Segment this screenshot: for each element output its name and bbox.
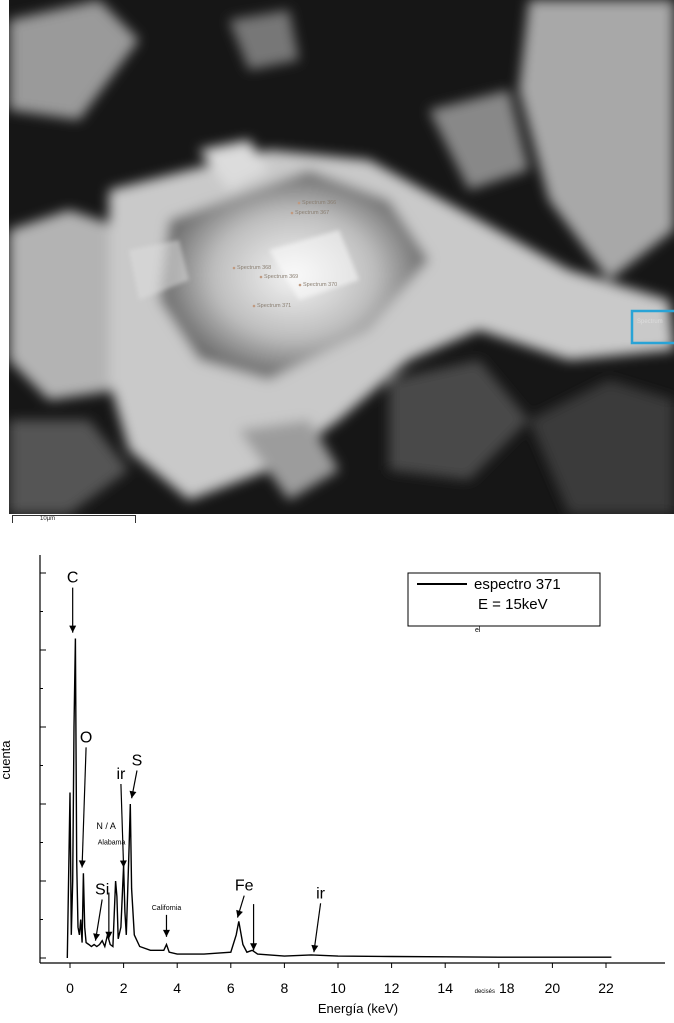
peak-arrowhead xyxy=(119,860,127,868)
peak-arrowhead xyxy=(105,931,113,939)
x-tick-label: 20 xyxy=(545,980,561,996)
peak-arrow xyxy=(120,783,125,868)
scale-bar xyxy=(12,515,136,523)
legend-entry-energy: E = 15keV xyxy=(478,596,548,613)
selected-spectrum-box xyxy=(630,309,674,345)
spectrum-label-366: Spectrum 366 xyxy=(302,200,336,206)
spectrum-line xyxy=(66,638,612,959)
y-ticks xyxy=(40,572,46,959)
peak-arrowhead xyxy=(236,909,243,918)
x-tick-label: 10 xyxy=(330,980,346,996)
peak-arrow xyxy=(313,903,322,953)
spectrum-label-367: Spectrum 367 xyxy=(295,210,329,216)
scale-bar-label: 10µm xyxy=(40,516,56,522)
peak-annotations: C O Sir N / A Alabama Si California Fe ir xyxy=(67,570,326,953)
peak-label: N / A xyxy=(96,821,116,831)
x-tick-label: 22 xyxy=(598,980,614,996)
peak-label: California xyxy=(152,905,182,912)
legend-entry-series: espectro 371 xyxy=(474,576,561,593)
peak-label: ir xyxy=(316,885,326,902)
peak-arrowhead xyxy=(162,929,170,937)
peak-label: O xyxy=(80,729,92,746)
peak-arrowhead xyxy=(311,944,319,953)
x-tick-label: 12 xyxy=(384,980,400,996)
peak-arrowhead xyxy=(250,943,258,951)
eds-spectrum-chart: 0 2 4 6 8 10 12 14 decisés 18 20 22 C O Sir N / A Alaba… xyxy=(0,555,665,1016)
x-axis-label: Energía (keV) xyxy=(318,1001,398,1016)
legend: espectro 371 E = 15keV el xyxy=(407,572,601,634)
sem-micrograph: Spectrum 366 Spectrum 367 Spectrum 368 S… xyxy=(9,0,674,514)
peak-arrowhead xyxy=(93,933,101,941)
spectrum-label-371: Spectrum 371 xyxy=(257,303,291,309)
peak-label: Alabama xyxy=(98,839,126,846)
x-tick-label: 18 xyxy=(499,980,515,996)
legend-note: el xyxy=(475,627,481,634)
x-tick-label-prefix: decisés xyxy=(475,989,495,995)
peak-arrowhead xyxy=(69,625,77,633)
spectrum-label-369: Spectrum 369 xyxy=(264,274,298,280)
peak-label: Si xyxy=(95,881,109,898)
x-tick-label: 8 xyxy=(281,980,289,996)
peak-arrowhead xyxy=(78,860,86,868)
peak-arrowhead xyxy=(129,790,137,799)
x-tick-label: 6 xyxy=(227,980,235,996)
peak-label: S xyxy=(132,753,143,770)
peak-arrow xyxy=(81,747,87,868)
peak-label: C xyxy=(67,570,79,587)
selected-spectrum-label: Spectrum xyxy=(637,319,663,325)
x-tick-label: 2 xyxy=(120,980,128,996)
x-tick-label: 4 xyxy=(173,980,181,996)
spectrum-label-368: Spectrum 368 xyxy=(237,265,271,271)
peak-label: ir xyxy=(116,766,126,783)
x-ticks: 0 2 4 6 8 10 12 14 decisés 18 20 22 xyxy=(66,963,614,996)
x-tick-label: 0 xyxy=(66,980,74,996)
x-tick-label: 14 xyxy=(437,980,453,996)
spectrum-label-370: Spectrum 370 xyxy=(303,282,337,288)
y-axis-label: cuenta xyxy=(0,740,13,780)
peak-label: Fe xyxy=(235,878,254,895)
